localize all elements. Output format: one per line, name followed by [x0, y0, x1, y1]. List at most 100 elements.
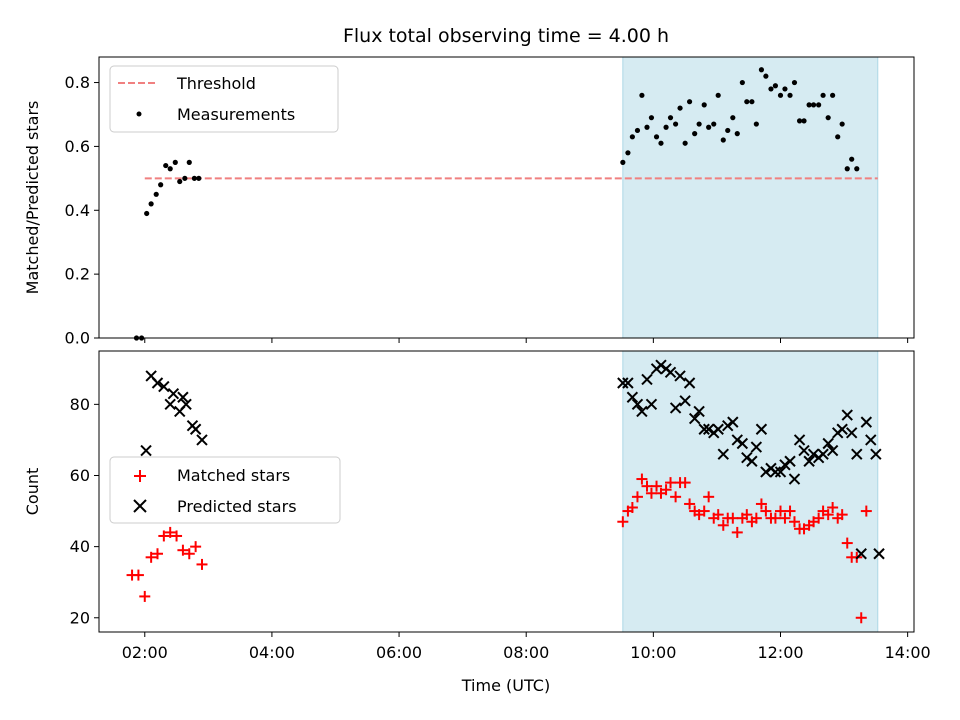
- predicted-star-point: [164, 398, 176, 411]
- measurement-point: [782, 86, 788, 92]
- measurement-point: [673, 121, 679, 127]
- predicted-star-point: [631, 398, 644, 411]
- chart-title: Flux total observing time = 4.00 h: [343, 25, 669, 47]
- predicted-star-point: [822, 437, 834, 450]
- measurement-point: [758, 67, 765, 73]
- measurement-point: [191, 175, 197, 181]
- measurement-point: [791, 79, 798, 86]
- y-tick-label: 0.0: [65, 329, 90, 348]
- legend-bottom: Matched stars Predicted stars: [109, 456, 341, 524]
- predicted-star-point: [841, 409, 853, 421]
- predicted-star-point: [158, 380, 170, 393]
- legend-top: Threshold Measurements: [109, 65, 339, 133]
- measurement-point: [667, 115, 674, 121]
- predicted-star-point: [731, 434, 743, 446]
- predicted-star-point: [688, 412, 701, 425]
- predicted-star-point: [755, 423, 768, 435]
- panel-ratio: 0.00.20.40.60.8 Matched/Predicted stars …: [23, 56, 915, 348]
- predicted-star-point: [196, 434, 208, 446]
- legend-box-bottom: [109, 456, 341, 524]
- predicted-star-point: [636, 405, 648, 418]
- matched-star-point: [698, 505, 710, 517]
- matched-star-point: [784, 505, 796, 517]
- matched-star-point: [617, 516, 629, 528]
- predicted-star-point: [617, 377, 629, 389]
- predicted-star-point: [727, 416, 739, 428]
- predicted-star-point: [741, 452, 753, 464]
- matched-star-point: [145, 551, 157, 563]
- measurement-point: [163, 162, 169, 169]
- legend-predicted-swatch: [133, 499, 147, 513]
- x-tick-label: 06:00: [376, 643, 422, 662]
- x-tick-label: 14:00: [885, 643, 931, 662]
- measurement-point: [835, 134, 841, 140]
- measurement-point: [148, 201, 154, 207]
- matched-star-point: [164, 526, 176, 538]
- predicted-star-point: [793, 434, 806, 446]
- measurement-point: [639, 92, 645, 98]
- predicted-star-point: [712, 423, 724, 435]
- predicted-star-point: [641, 373, 653, 386]
- predicted-star-point: [750, 441, 763, 453]
- matched-star-point: [196, 558, 208, 570]
- predicted-star-point: [626, 391, 639, 403]
- measurement-point: [854, 166, 860, 172]
- measurement-point: [696, 121, 702, 127]
- measurement-point: [701, 102, 707, 108]
- x-tick-label: 10:00: [630, 643, 676, 662]
- matched-star-point: [855, 612, 867, 624]
- y-tick-label: 0.8: [65, 73, 90, 92]
- matched-star-point: [760, 505, 772, 517]
- measurement-point: [796, 118, 803, 124]
- y-axis-label-top: Matched/Predicted stars: [23, 101, 42, 295]
- measurement-point: [772, 83, 779, 89]
- matched-star-point: [665, 477, 677, 489]
- measurement-point: [810, 102, 817, 108]
- measurement-point: [653, 134, 660, 140]
- matched-star-point: [860, 505, 872, 517]
- measurement-point: [153, 191, 159, 197]
- measurement-point: [849, 156, 855, 162]
- predicted-star-point: [774, 466, 787, 478]
- y-tick-label: 80: [70, 395, 90, 414]
- matched-star-point: [779, 512, 791, 524]
- matched-star-point: [641, 480, 653, 492]
- measurement-point: [172, 159, 178, 165]
- series-measurements: [133, 67, 860, 341]
- y-tick-label: 0.6: [65, 137, 90, 156]
- matched-star-point: [670, 491, 682, 503]
- axes-frame-top: [98, 56, 915, 339]
- measurement-point: [725, 127, 731, 134]
- panel-counts: 20 40 60 80 02:00 04:00 06:00 08:00 10:00 12:00 1…: [23, 350, 931, 695]
- measurement-point: [682, 140, 688, 146]
- measurement-point: [734, 131, 740, 137]
- series-predicted-stars: [140, 359, 885, 560]
- matched-star-point: [827, 502, 839, 514]
- matched-star-point: [836, 509, 848, 521]
- predicted-star-point: [189, 423, 202, 435]
- measurement-point: [686, 99, 693, 105]
- predicted-star-point: [717, 448, 729, 460]
- matched-star-point: [139, 590, 151, 602]
- predicted-star-point: [860, 416, 873, 428]
- measurement-point: [825, 115, 831, 121]
- measurement-point: [763, 73, 769, 79]
- predicted-star-point: [736, 437, 749, 450]
- matched-star-point: [841, 537, 853, 549]
- measurement-point: [629, 134, 635, 140]
- predicted-star-point: [760, 466, 772, 478]
- predicted-star-point: [167, 387, 180, 400]
- measurement-point: [158, 182, 164, 188]
- measurement-point: [177, 178, 183, 185]
- matched-star-point: [645, 487, 657, 499]
- predicted-star-point: [693, 405, 705, 418]
- measurement-point: [663, 124, 669, 130]
- predicted-star-point: [722, 419, 734, 432]
- measurement-point: [777, 92, 784, 98]
- legend-predicted-label: Predicted stars: [177, 497, 297, 516]
- matched-star-point: [190, 541, 202, 553]
- measurement-point: [820, 92, 826, 98]
- highlight-span-top: [622, 56, 879, 339]
- predicted-star-point: [679, 395, 691, 407]
